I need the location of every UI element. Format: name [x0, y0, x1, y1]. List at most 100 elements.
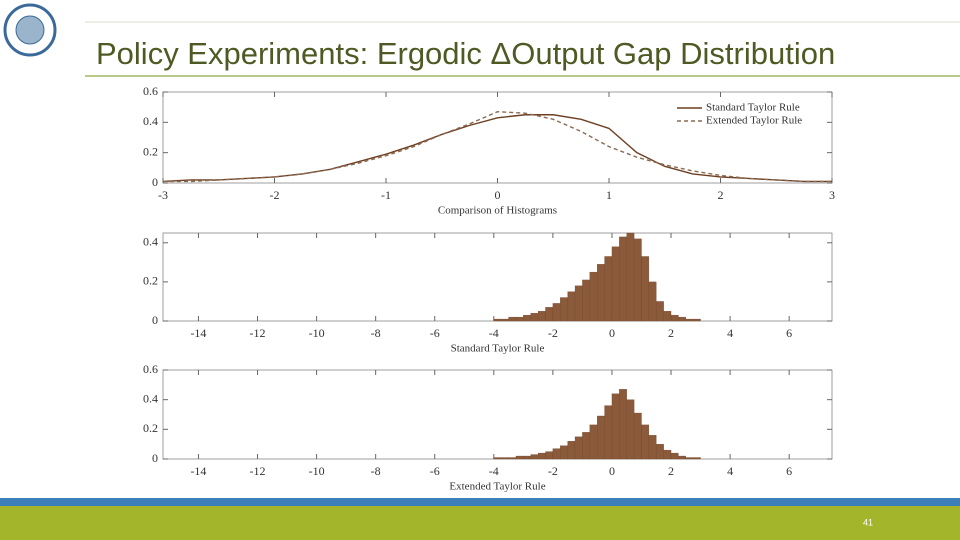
histogram-bar: [597, 264, 605, 322]
histogram-bar: [633, 238, 642, 322]
y-tick-label: 0.4: [143, 235, 158, 249]
histogram-bar: [678, 316, 686, 322]
x-tick-label: 2: [668, 326, 674, 340]
x-tick-label: 6: [786, 464, 792, 478]
x-tick-label: -4: [489, 326, 499, 340]
histogram-bar: [693, 318, 701, 322]
histogram-bar: [626, 232, 635, 322]
x-tick-label: -12: [250, 326, 266, 340]
histogram-bar: [626, 399, 635, 460]
histogram-bar: [611, 393, 620, 460]
histogram-bar: [574, 436, 583, 460]
histogram-bar: [530, 313, 539, 322]
histogram-bar: [493, 318, 502, 322]
histogram-bar: [574, 285, 583, 322]
x-tick-label: -10: [309, 464, 325, 478]
histogram-bar: [611, 246, 620, 322]
plot-frame: [162, 232, 833, 322]
histogram-bar: [656, 444, 664, 460]
histogram-bar: [582, 279, 590, 322]
y-tick-label: 0.4: [143, 114, 158, 128]
x-tick-label: 2: [718, 188, 724, 202]
histogram-bar: [670, 452, 679, 460]
y-tick-label: 0.2: [143, 144, 158, 158]
histogram-bar: [604, 405, 613, 460]
x-tick-label: -8: [371, 326, 381, 340]
histogram-bar: [508, 316, 517, 322]
histogram-bar: [552, 448, 561, 460]
histogram-bar: [515, 316, 524, 322]
x-axis-label: Extended Taylor Rule: [449, 481, 545, 493]
histogram-bar: [619, 236, 627, 322]
x-axis-label: Standard Taylor Rule: [451, 343, 545, 355]
histogram-bar: [501, 318, 509, 322]
x-tick-label: 0: [609, 464, 615, 478]
x-tick-label: -3: [158, 188, 168, 202]
histogram-bar: [537, 452, 546, 460]
x-tick-label: -14: [190, 464, 206, 478]
x-tick-label: 0: [609, 326, 615, 340]
y-tick-label: 0: [152, 451, 158, 465]
x-tick-label: -1: [381, 188, 391, 202]
x-axis-label: Comparison of Histograms: [438, 205, 557, 217]
series-line: [162, 114, 832, 183]
logo: [3, 3, 57, 57]
plot-frame: [162, 369, 833, 460]
slide-title: Policy Experiments: Ergodic ΔOutput Gap …: [96, 36, 835, 71]
x-tick-label: 4: [727, 464, 733, 478]
footer-stripe: [0, 498, 960, 506]
histogram-bar: [589, 271, 598, 322]
histogram-bar: [508, 457, 517, 460]
histogram-bar: [685, 318, 694, 322]
y-tick-label: 0: [152, 175, 158, 189]
histogram-bar: [670, 314, 679, 322]
histogram-bar: [530, 454, 539, 460]
histogram-bar: [589, 424, 598, 460]
histogram-bar: [597, 415, 605, 460]
page-number: 41: [863, 517, 873, 527]
x-tick-label: 6: [786, 326, 792, 340]
histogram-bar: [685, 457, 694, 460]
histogram-bar: [523, 455, 531, 460]
y-tick-label: 0: [152, 313, 158, 327]
histogram-bar: [693, 457, 701, 460]
x-tick-label: -10: [309, 326, 325, 340]
x-tick-label: 0: [495, 188, 501, 202]
histogram-bar: [604, 256, 613, 322]
legend-label: Standard Taylor Rule: [706, 102, 800, 114]
histogram-bar: [648, 435, 657, 460]
x-tick-label: -2: [548, 464, 558, 478]
histogram-bar: [678, 455, 686, 460]
histogram-bar: [493, 457, 502, 460]
y-tick-label: 0.2: [143, 421, 158, 435]
x-tick-label: -12: [250, 464, 266, 478]
histogram-bar: [545, 451, 554, 460]
footer-bar: [0, 506, 960, 540]
x-tick-label: 2: [668, 464, 674, 478]
histogram-bar: [633, 412, 642, 460]
histogram-bar: [567, 291, 576, 322]
x-tick-label: -14: [190, 326, 206, 340]
histogram-bar: [537, 311, 546, 322]
x-tick-label: 1: [606, 188, 612, 202]
x-tick-label: -2: [548, 326, 558, 340]
histogram-bar: [545, 307, 554, 322]
histogram-bar: [523, 314, 531, 322]
y-tick-label: 0.4: [143, 391, 158, 405]
histogram-bar: [641, 424, 650, 460]
x-tick-label: -4: [489, 464, 499, 478]
x-tick-label: -8: [371, 464, 381, 478]
histogram-bar: [663, 311, 672, 322]
y-tick-label: 0.6: [143, 84, 158, 98]
x-tick-label: -6: [430, 326, 440, 340]
y-tick-label: 0.2: [143, 274, 158, 288]
x-tick-label: -6: [430, 464, 440, 478]
histogram-bar: [560, 297, 568, 322]
x-tick-label: 4: [727, 326, 733, 340]
y-tick-label: 0.6: [143, 362, 158, 376]
histogram-bar: [560, 445, 568, 460]
histogram-bar: [656, 301, 664, 322]
histogram-bar: [648, 281, 657, 322]
histogram-bar: [641, 256, 650, 322]
